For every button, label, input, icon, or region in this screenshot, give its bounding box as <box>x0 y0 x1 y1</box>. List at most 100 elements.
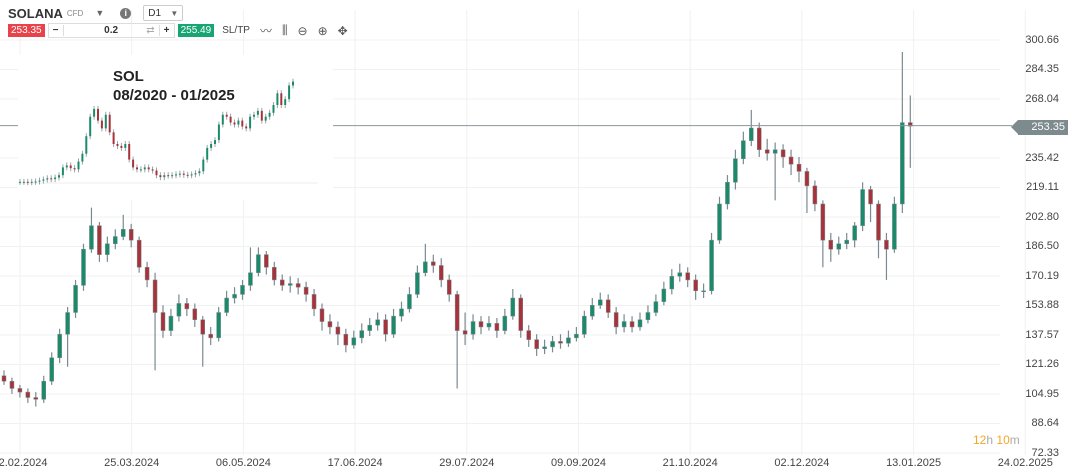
candle-up <box>900 122 905 205</box>
candle-up <box>176 303 182 317</box>
candle-down <box>319 308 325 322</box>
candle-down <box>494 323 500 331</box>
candle-up <box>121 229 126 237</box>
line-chart-icon[interactable]: 〰 <box>259 24 272 38</box>
inset-candle <box>30 181 33 183</box>
inset-candle <box>171 175 174 177</box>
buy-button[interactable]: 255.49 <box>177 24 215 37</box>
inset-candle <box>225 114 228 117</box>
chevron-down-icon[interactable]: ▼ <box>95 8 105 18</box>
inset-candle <box>202 159 205 172</box>
inset-candle <box>229 116 232 123</box>
candle-down <box>558 341 563 344</box>
inset-candle <box>190 174 193 176</box>
date-tick-label: 17.06.2024 <box>327 457 383 469</box>
candle-down <box>685 272 690 281</box>
timeframe-select[interactable]: D1 ▼ <box>143 5 184 21</box>
date-tick-label: 09.09.2024 <box>550 457 607 469</box>
volume-stepper[interactable]: − 0.2 ⇄ + <box>47 23 175 38</box>
candle-down <box>136 239 142 268</box>
candle-down <box>454 294 460 331</box>
swap-icon[interactable]: ⇄ <box>146 25 155 36</box>
price-tick-label: 153.88 <box>1025 299 1059 312</box>
candle-down <box>605 299 611 313</box>
candle-down <box>383 319 388 335</box>
candle-down <box>431 261 436 266</box>
countdown-hours: 12 <box>973 433 987 447</box>
zoom-out-icon[interactable]: ⊖ <box>297 23 308 38</box>
candle-up <box>844 239 849 245</box>
inset-candle <box>241 120 244 127</box>
inset-candle <box>112 132 115 144</box>
inset-history-chart: SOL 08/2020 - 01/2025 <box>18 55 333 200</box>
candle-down <box>144 267 150 281</box>
inset-chart-image <box>18 78 318 186</box>
info-icon[interactable]: i <box>120 7 132 19</box>
symbol-name[interactable]: SOLANA <box>8 5 63 21</box>
inset-candle <box>186 174 189 176</box>
candle-up <box>81 248 86 286</box>
inset-candle <box>206 147 209 160</box>
inset-candle <box>54 177 57 180</box>
crosshair-icon[interactable]: ✥ <box>337 23 348 38</box>
candle-up <box>725 182 730 205</box>
candle-countdown: 12h 10m <box>973 433 1020 447</box>
volume-input[interactable]: 0.2 ⇄ <box>62 25 160 36</box>
inset-candle <box>182 173 185 175</box>
candle-down <box>868 189 873 205</box>
sltp-button[interactable]: SL/TP <box>222 25 250 36</box>
candle-up <box>105 243 110 255</box>
instrument-type: CFD <box>66 8 84 18</box>
candle-up <box>367 324 372 331</box>
inset-candle <box>136 167 138 170</box>
increase-volume-button[interactable]: + <box>163 25 170 36</box>
inset-candle <box>175 174 177 176</box>
inset-candle <box>85 136 88 154</box>
inset-candle <box>264 116 267 121</box>
candle-up <box>256 254 261 273</box>
inset-candle <box>194 173 197 175</box>
date-tick-label: 02.12.2024 <box>774 457 830 469</box>
date-tick-label: 06.05.2024 <box>215 457 271 469</box>
candle-down <box>33 397 39 400</box>
candle-down <box>208 333 213 339</box>
candle-up <box>375 319 380 326</box>
inset-candle <box>268 112 271 117</box>
inset-candle <box>93 108 96 117</box>
candle-up <box>168 315 174 331</box>
candle-up <box>566 337 571 344</box>
inset-candle <box>147 167 150 170</box>
inset-candle <box>292 81 294 86</box>
candle-down <box>311 294 317 310</box>
candle-down <box>757 127 762 150</box>
decrease-volume-button[interactable]: − <box>52 25 59 36</box>
candle-up <box>391 315 396 335</box>
candle-up <box>423 261 428 273</box>
indicators-icon[interactable]: ⫼ <box>282 23 288 37</box>
candle-down <box>518 297 523 331</box>
sell-button[interactable]: 253.35 <box>8 24 45 37</box>
candle-down <box>97 225 102 255</box>
price-tick-label: 137.57 <box>1025 328 1059 341</box>
inset-candle <box>58 175 60 178</box>
candle-up <box>749 127 754 141</box>
candle-up <box>661 288 667 302</box>
inset-candle <box>132 159 135 168</box>
inset-candle <box>214 140 216 144</box>
candle-up <box>415 272 420 295</box>
candle-down <box>764 149 770 154</box>
candle-down <box>613 312 619 328</box>
candle-up <box>772 149 778 154</box>
candle-down <box>17 388 23 393</box>
inset-candle <box>151 169 154 171</box>
volume-value: 0.2 <box>104 25 119 36</box>
inset-candle <box>159 175 162 178</box>
inset-candle <box>65 165 68 168</box>
zoom-in-icon[interactable]: ⊕ <box>317 23 328 38</box>
inset-candle <box>284 99 287 105</box>
candle-down <box>272 267 277 281</box>
inset-candle <box>276 93 279 105</box>
candle-down <box>280 279 285 286</box>
